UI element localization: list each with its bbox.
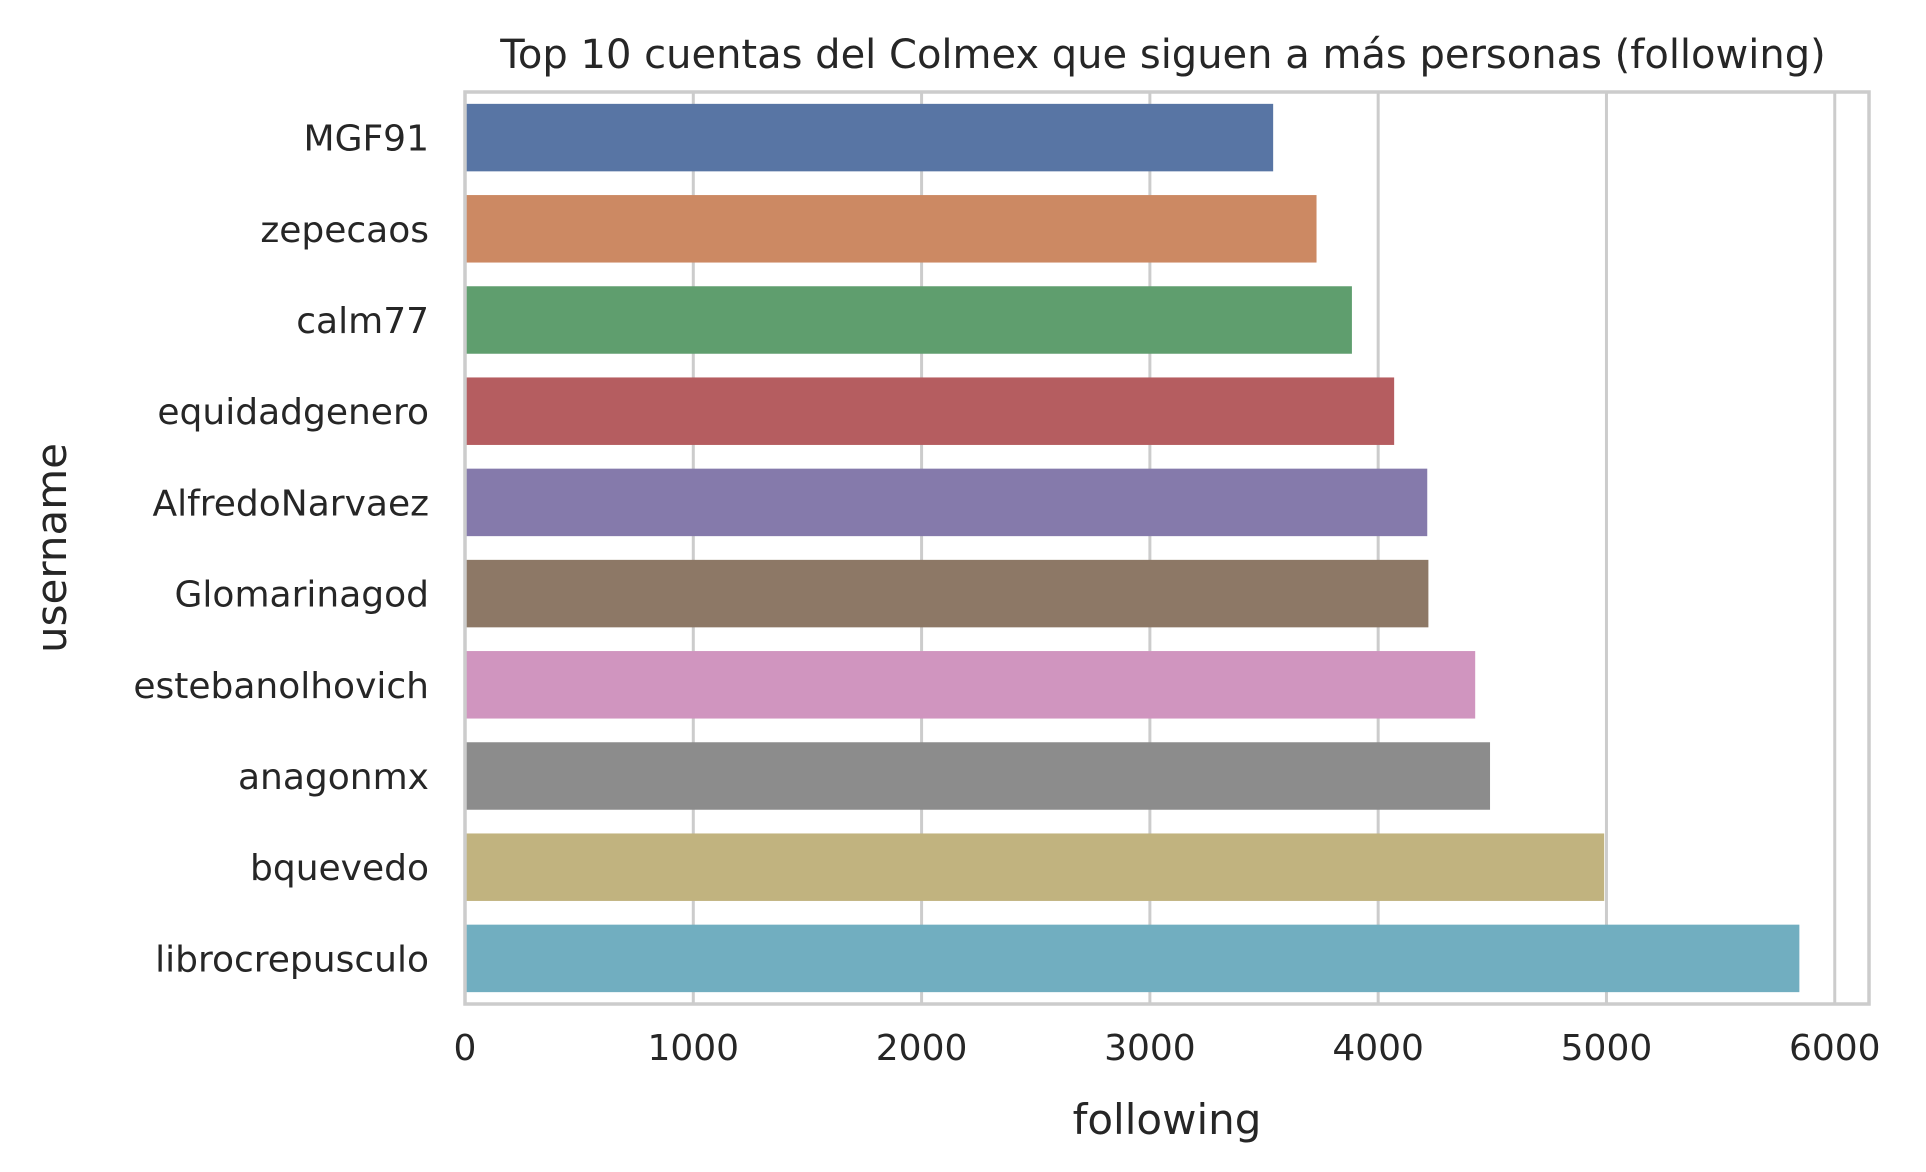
x-tick-label: 4000 <box>1332 1028 1424 1069</box>
bar-calm77 <box>465 286 1352 354</box>
bar-equidadgenero <box>465 377 1395 445</box>
bar-estebanolhovich <box>465 651 1476 719</box>
x-tick-label: 2000 <box>876 1028 968 1069</box>
bar-librocrepusculo <box>465 924 1800 993</box>
x-tick-label: 5000 <box>1561 1028 1653 1069</box>
bar-alfredonarvaez <box>465 468 1428 537</box>
y-tick-label: zepecaos <box>260 210 429 251</box>
x-tick-label: 3000 <box>1104 1028 1196 1069</box>
y-tick-label: anagonmx <box>238 757 429 798</box>
y-tick-label: librocrepusculo <box>155 939 429 980</box>
bar-bquevedo <box>465 833 1605 901</box>
y-tick-label: estebanolhovich <box>133 666 429 707</box>
x-tick-label: 6000 <box>1789 1028 1881 1069</box>
y-tick-label: MGF91 <box>304 119 429 160</box>
y-tick-label: AlfredoNarvaez <box>152 483 429 524</box>
chart-title: Top 10 cuentas del Colmex que siguen a m… <box>499 32 1825 78</box>
y-tick-label: equidadgenero <box>157 392 429 433</box>
y-axis-label: username <box>27 443 76 653</box>
bars <box>465 103 1800 993</box>
y-tick-label: calm77 <box>296 301 429 342</box>
bar-glomarinagod <box>465 559 1429 628</box>
x-tick-labels: 0 1000 2000 3000 4000 5000 6000 <box>454 1028 1881 1069</box>
y-tick-label: Glomarinagod <box>175 575 429 616</box>
x-tick-label: 1000 <box>647 1028 739 1069</box>
plot-frame <box>463 90 1871 1006</box>
bar-mgf91 <box>465 103 1274 172</box>
x-axis-label: following <box>1073 1095 1262 1144</box>
x-tick-label: 0 <box>454 1028 477 1069</box>
y-tick-label: bquevedo <box>250 848 429 889</box>
y-tick-labels: MGF91 zepecaos calm77 equidadgenero AlfredoN… <box>133 119 429 981</box>
bar-anagonmx <box>465 742 1491 810</box>
bar-zepecaos <box>465 195 1317 263</box>
